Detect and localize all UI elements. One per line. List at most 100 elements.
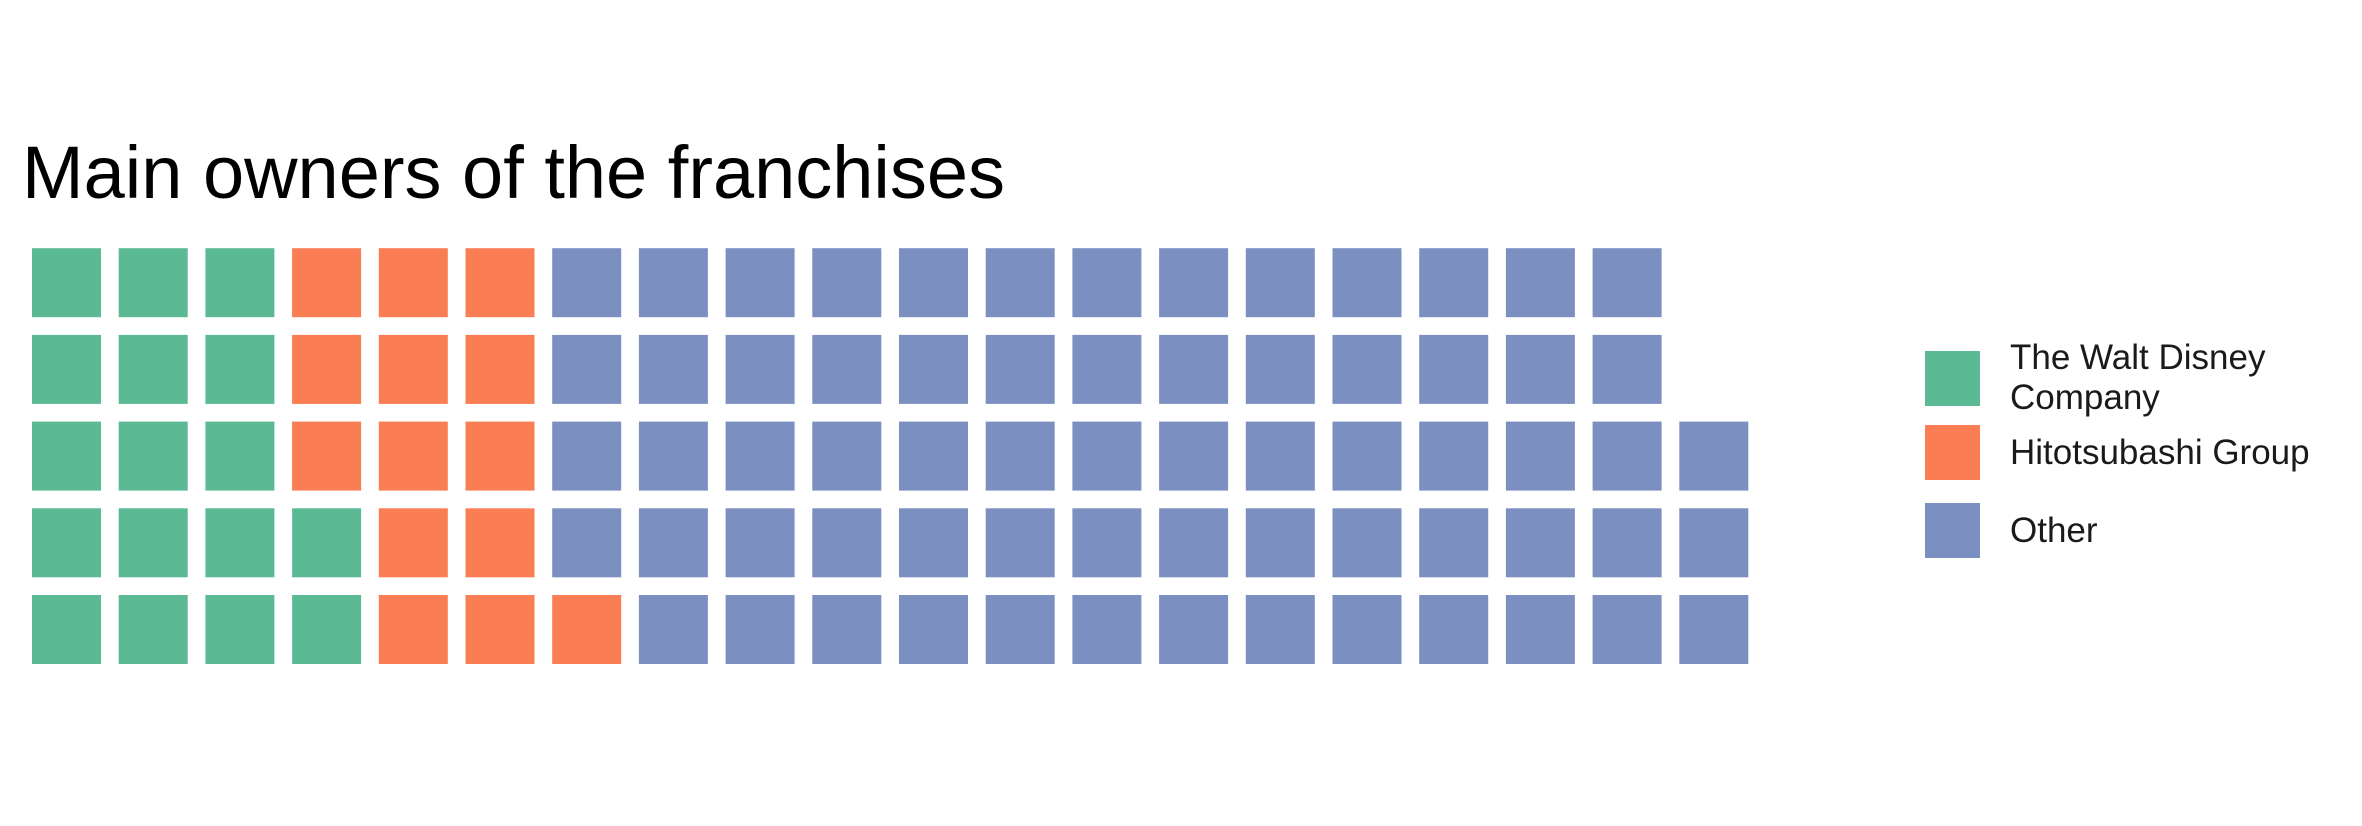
waffle-square-other [1072,508,1142,578]
waffle-square-the-walt-disney-company [205,421,275,491]
waffle-square-other [1159,595,1229,664]
waffle-square-other [638,421,708,491]
waffle-square-other [1505,595,1575,664]
waffle-square-other [1332,421,1402,491]
waffle-square-other [1159,421,1229,491]
waffle-square-the-walt-disney-company [292,595,362,664]
waffle-square-other [552,248,622,318]
waffle-square-hitotsubashi-group [378,334,448,404]
waffle-square-other [1505,508,1575,578]
waffle-square-hitotsubashi-group [292,248,362,318]
waffle-square-other [552,334,622,404]
waffle-square-other [812,248,882,318]
waffle-square-other [1072,421,1142,491]
waffle-square-other [1592,508,1662,578]
waffle-square-other [1332,595,1402,664]
waffle-square-other [1679,421,1749,491]
waffle-square-the-walt-disney-company [118,421,188,491]
waffle-square-hitotsubashi-group [465,334,535,404]
waffle-square-hitotsubashi-group [292,334,362,404]
waffle-square-other [899,248,968,318]
waffle-square-other [812,595,882,664]
legend-swatch-hitotsubashi [1925,425,1980,480]
waffle-square-other [1419,248,1489,318]
waffle-square-other [1592,248,1662,318]
waffle-square-the-walt-disney-company [118,595,188,664]
waffle-square-the-walt-disney-company [32,334,101,404]
waffle-square-other [552,421,622,491]
waffle-square-the-walt-disney-company [292,508,362,578]
legend-swatch-disney [1925,351,1980,406]
waffle-square-other [899,421,968,491]
waffle-square-the-walt-disney-company [205,508,275,578]
waffle-square-hitotsubashi-group [465,595,535,664]
waffle-square-the-walt-disney-company [118,508,188,578]
waffle-square-other [1592,334,1662,404]
waffle-square-other [1679,595,1749,664]
waffle-square-the-walt-disney-company [32,248,101,318]
waffle-square-the-walt-disney-company [118,334,188,404]
waffle-square-the-walt-disney-company [205,334,275,404]
waffle-square-other [985,508,1055,578]
waffle-square-other [1072,334,1142,404]
waffle-square-hitotsubashi-group [552,595,622,664]
waffle-square-other [1245,248,1315,318]
waffle-square-other [1419,595,1489,664]
waffle-square-other [985,421,1055,491]
waffle-square-other [1505,334,1575,404]
waffle-square-other [725,421,795,491]
waffle-square-other [1505,248,1575,318]
waffle-square-hitotsubashi-group [465,421,535,491]
waffle-square-the-walt-disney-company [205,248,275,318]
waffle-square-other [552,508,622,578]
waffle-square-other [985,248,1055,318]
waffle-square-other [1245,421,1315,491]
waffle-square-hitotsubashi-group [465,248,535,318]
waffle-square-hitotsubashi-group [378,421,448,491]
waffle-square-other [638,595,708,664]
waffle-square-other [638,508,708,578]
waffle-square-other [725,508,795,578]
waffle-square-other [899,508,968,578]
waffle-square-hitotsubashi-group [465,508,535,578]
waffle-square-other [725,595,795,664]
waffle-square-other [812,334,882,404]
waffle-square-other [1505,421,1575,491]
waffle-square-other [1332,508,1402,578]
waffle-square-other [1679,508,1749,578]
waffle-square-other [725,248,795,318]
waffle-square-hitotsubashi-group [378,508,448,578]
waffle-square-other [1419,334,1489,404]
waffle-square-other [638,248,708,318]
chart-title: Main owners of the franchises [22,131,1006,214]
waffle-square-other [812,508,882,578]
waffle-square-the-walt-disney-company [32,595,101,664]
waffle-square-other [725,334,795,404]
waffle-square-other [1072,248,1142,318]
waffle-square-the-walt-disney-company [32,421,101,491]
legend-label-hitotsubashi: Hitotsubashi Group [2010,433,2310,472]
waffle-square-other [638,334,708,404]
legend-label-other: Other [2010,511,2098,550]
waffle-square-other [1332,248,1402,318]
waffle-square-the-walt-disney-company [205,595,275,664]
waffle-square-other [1332,334,1402,404]
waffle-square-hitotsubashi-group [292,421,362,491]
waffle-square-other [1592,595,1662,664]
legend-swatch-other [1925,503,1980,558]
waffle-square-other [1245,334,1315,404]
waffle-square-the-walt-disney-company [32,508,101,578]
waffle-square-other [1072,595,1142,664]
waffle-square-other [1159,508,1229,578]
waffle-square-other [985,595,1055,664]
waffle-square-other [1245,595,1315,664]
legend-label-disney: The Walt Disney Company [2010,338,2266,417]
waffle-square-other [1245,508,1315,578]
waffle-square-other [1419,508,1489,578]
waffle-square-other [812,421,882,491]
waffle-square-other [1159,334,1229,404]
waffle-square-other [899,595,968,664]
waffle-square-hitotsubashi-group [378,595,448,664]
waffle-square-other [899,334,968,404]
